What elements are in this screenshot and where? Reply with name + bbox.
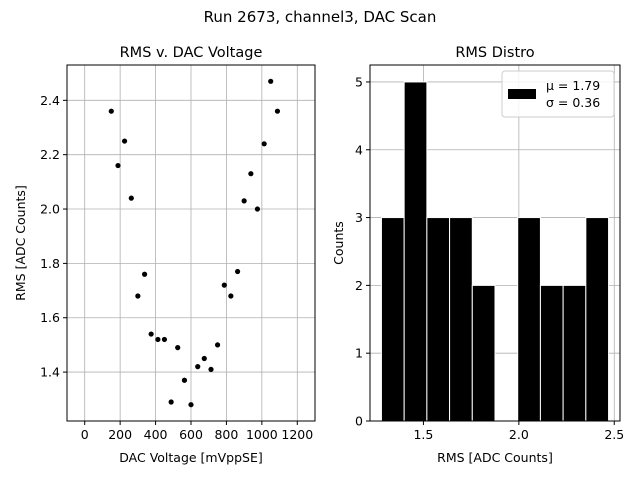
legend-swatch: [508, 89, 536, 99]
histogram-bar: [517, 217, 541, 422]
scatter-x-tick-label: 1200: [281, 427, 313, 442]
scatter-point: [181, 377, 188, 383]
scatter-x-tick-label: 200: [108, 427, 132, 442]
scatter-point: [201, 355, 207, 362]
scatter-y-axis-label: RMS [ADC Counts]: [13, 185, 28, 301]
scatter-point: [168, 399, 174, 405]
scatter-point: [128, 195, 134, 201]
histogram-x-axis-label: RMS [ADC Counts]: [437, 450, 553, 465]
scatter-point: [261, 141, 267, 147]
scatter-x-tick-label: 600: [179, 427, 203, 442]
histogram-bar: [380, 217, 405, 422]
scatter-y-tick-label: 1.8: [40, 256, 60, 271]
scatter-panel: RMS v. DAC Voltage 0 200 400 600 800 1000 1200…: [13, 45, 316, 465]
scatter-point: [254, 206, 261, 212]
histogram-ticks: 1.5 2.0 2.5 0 1 2 3 4 5: [355, 74, 624, 442]
scatter-point: [195, 364, 201, 370]
scatter-x-tick-label: 0: [81, 427, 89, 442]
histogram-bars: [380, 81, 610, 422]
scatter-ticks: 0 200 400 600 800 1000 1200 1.4 1.6 1.8 2.0 2.2 2.4: [40, 93, 313, 442]
histogram-legend: μ = 1.79 σ = 0.36: [501, 70, 615, 118]
histogram-y-tick-label: 5: [355, 74, 363, 89]
histogram-axes-frame: [369, 64, 621, 422]
scatter-point: [108, 108, 114, 114]
scatter-point: [214, 342, 221, 348]
histogram-y-tick-label: 4: [355, 142, 363, 157]
scatter-y-tick-label: 2.0: [40, 202, 60, 217]
histogram-x-tick-label: 2.0: [509, 427, 529, 442]
histogram-x-tick-label: 1.5: [413, 427, 433, 442]
scatter-y-tick-label: 2.4: [40, 93, 60, 108]
legend-mean-text: μ = 1.79: [546, 78, 600, 93]
scatter-point: [208, 366, 214, 372]
scatter-point: [141, 271, 148, 277]
histogram-y-tick-label: 0: [355, 414, 363, 429]
scatter-points: [108, 78, 281, 408]
legend-sigma-text: σ = 0.36: [546, 95, 600, 110]
scatter-x-tick-label: 400: [144, 427, 168, 442]
histogram-bar: [471, 284, 496, 422]
histogram-title: RMS Distro: [455, 45, 534, 61]
scatter-point: [175, 345, 181, 351]
histogram-bar: [449, 217, 473, 422]
scatter-point: [221, 282, 227, 288]
scatter-y-tick-label: 1.4: [40, 365, 60, 380]
scatter-point: [155, 336, 161, 343]
histogram-y-tick-label: 3: [355, 210, 363, 225]
scatter-point: [268, 78, 274, 84]
scatter-point: [228, 293, 234, 299]
scatter-point: [121, 138, 128, 144]
scatter-point: [161, 336, 168, 343]
histogram-panel: RMS Distro 1.5 2.0 2.5 0 1 2 3 4 5 RMS [ADC Coun…: [331, 45, 624, 465]
scatter-point: [115, 162, 121, 169]
scatter-grid: [67, 65, 315, 421]
scatter-point: [274, 108, 281, 114]
scatter-x-tick-label: 1000: [246, 427, 278, 442]
histogram-x-tick-label: 2.5: [604, 427, 624, 442]
scatter-y-tick-label: 2.2: [40, 147, 60, 162]
histogram-y-tick-label: 2: [355, 278, 363, 293]
scatter-point: [241, 198, 247, 204]
histogram-bar: [585, 217, 610, 422]
histogram-y-tick-label: 1: [355, 346, 363, 361]
legend-frame: [501, 70, 615, 118]
histogram-bar: [403, 81, 428, 422]
scatter-point: [234, 268, 241, 275]
scatter-point: [248, 171, 254, 177]
scatter-point: [148, 331, 154, 337]
histogram-bar: [539, 284, 564, 422]
scatter-point: [188, 402, 194, 408]
scatter-x-axis-label: DAC Voltage [mVppSE]: [119, 450, 262, 465]
scatter-y-tick-label: 1.6: [40, 310, 60, 325]
scatter-x-tick-label: 800: [214, 427, 238, 442]
figure-title: Run 2673, channel3, DAC Scan: [204, 8, 437, 26]
scatter-title: RMS v. DAC Voltage: [120, 45, 263, 61]
histogram-bar: [562, 284, 587, 422]
histogram-bar: [426, 217, 451, 422]
histogram-y-axis-label: Counts: [331, 221, 346, 265]
scatter-point: [135, 293, 141, 299]
